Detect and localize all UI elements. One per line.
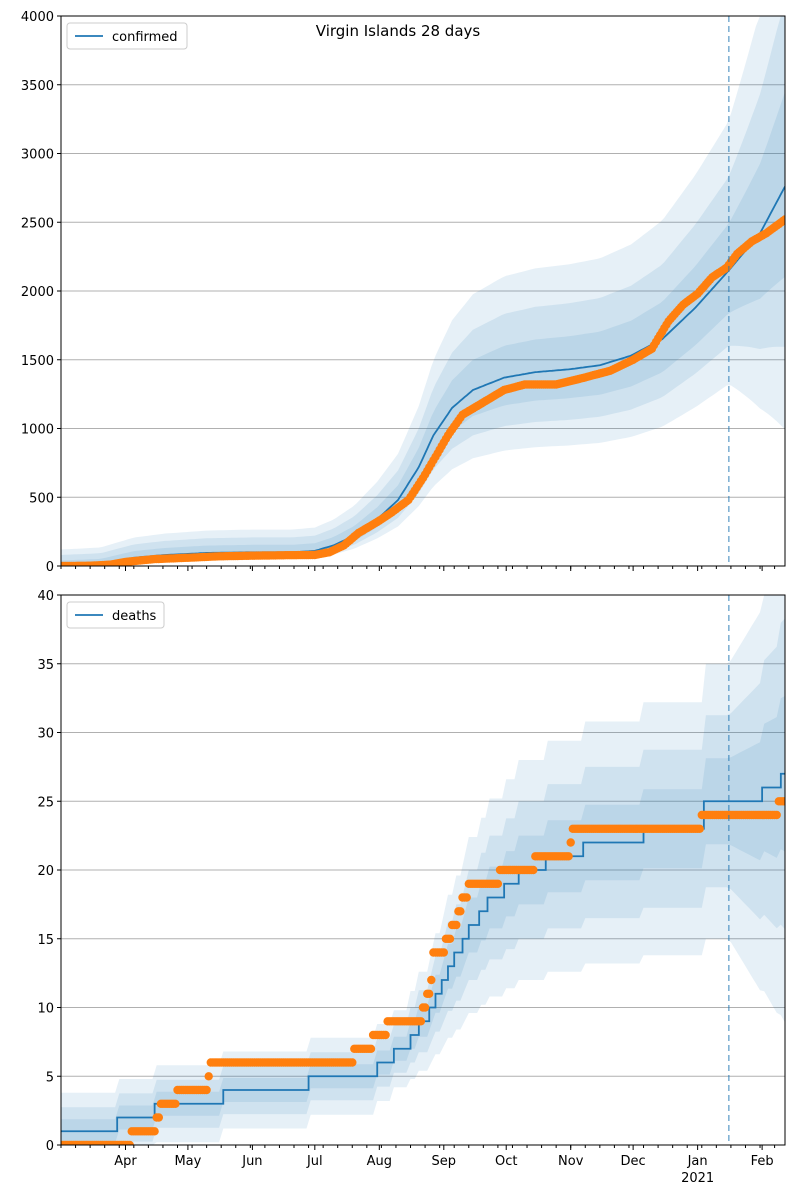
y-tick-label: 0: [46, 1139, 54, 1154]
uncertainty-band: [61, 16, 785, 566]
x-tick-label: Aug: [367, 1154, 392, 1169]
observed-point: [366, 1044, 376, 1054]
observed-point: [348, 1058, 357, 1067]
legend-box: [66, 601, 165, 629]
observed-point: [439, 948, 448, 957]
legend-confirmed: confirmed: [66, 22, 188, 50]
x-tick-label: Sep: [432, 1154, 457, 1169]
x-tick-label: Dec: [621, 1154, 646, 1169]
y-tick-label: 10: [37, 1002, 54, 1017]
uncertainty-band: [61, 618, 785, 1145]
x-tick-label: Jul: [306, 1154, 323, 1169]
observed-point: [420, 1003, 430, 1012]
x-tick-label: Jun: [241, 1154, 262, 1169]
observed-point: [780, 797, 785, 806]
y-tick-label: 1000: [21, 423, 54, 438]
uncertainty-band: [61, 595, 785, 1145]
observed-point: [462, 893, 471, 902]
y-tick-label: 3000: [21, 148, 54, 163]
y-tick-label: 15: [37, 933, 54, 948]
legend-label: confirmed: [112, 30, 178, 45]
observed-point: [171, 1099, 180, 1109]
x-tick-label: May: [174, 1154, 201, 1169]
observed-points: [61, 797, 785, 1145]
x-year-label: 2021: [681, 1171, 714, 1186]
model-line-deaths: [61, 772, 785, 1133]
observed-point: [381, 1030, 390, 1040]
axes-frame: [60, 15, 786, 567]
x-tick-label: Nov: [558, 1154, 584, 1169]
observed-point: [416, 1017, 426, 1026]
y-tick-label: 4000: [21, 10, 54, 25]
uncertainty-band: [61, 696, 785, 1144]
observed-point: [493, 879, 503, 888]
x-tick-label: Jan: [687, 1154, 708, 1169]
observed-point: [452, 920, 461, 930]
legend-label: deaths: [112, 609, 157, 624]
observed-point: [445, 934, 455, 943]
observed-point: [204, 1072, 213, 1081]
observed-point: [772, 810, 781, 820]
y-tick-label: 3500: [21, 79, 54, 94]
y-tick-label: 25: [37, 795, 54, 810]
observed-points: [61, 215, 785, 566]
observed-point: [780, 215, 785, 224]
uncertainty-bands: [61, 595, 785, 1145]
y-tick-label: 1500: [21, 354, 54, 369]
y-tick-label: 35: [37, 658, 54, 673]
x-tick-label: Oct: [495, 1154, 517, 1169]
observed-point: [564, 852, 573, 861]
legend-deaths: deaths: [66, 601, 165, 629]
y-tick-label: 20: [37, 864, 54, 879]
observed-point: [566, 838, 575, 847]
y-tick-label: 0: [46, 560, 54, 575]
observed-point: [456, 907, 465, 916]
observed-point: [529, 865, 538, 875]
panel-confirmed: 0 500 1000 1500 2000 2500 3000 3500 4000 confirme…: [21, 10, 786, 575]
observed-point: [150, 1127, 159, 1136]
y-tick-label: 40: [37, 589, 54, 604]
observed-point: [695, 824, 704, 833]
x-tick-label: Feb: [751, 1154, 774, 1169]
observed-point: [125, 1140, 134, 1145]
y-tick-label: 500: [29, 491, 54, 506]
legend-box: [66, 22, 188, 50]
y-tick-label: 30: [37, 727, 54, 742]
y-tick-label: 2500: [21, 216, 54, 231]
axes-frame: [60, 594, 786, 1146]
observed-point: [202, 1085, 211, 1095]
observed-point: [425, 989, 434, 998]
panel-deaths: 0 5 10 15 20 25 30 35 40 Apr May Jun Jul Aug Sep Oct Nov…: [37, 589, 786, 1186]
x-tick-label: Apr: [114, 1154, 137, 1169]
observed-point: [427, 975, 436, 985]
chart-title: Virgin Islands 28 days: [316, 22, 481, 40]
y-tick-label: 2000: [21, 285, 54, 300]
observed-point: [154, 1113, 163, 1122]
y-tick-label: 5: [46, 1070, 54, 1085]
